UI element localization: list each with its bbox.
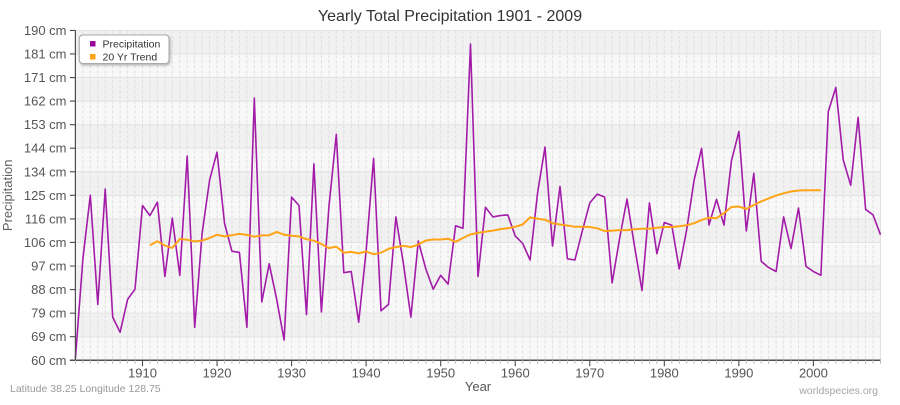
svg-text:1990: 1990 (724, 366, 753, 381)
svg-text:1940: 1940 (352, 366, 381, 381)
svg-text:88 cm: 88 cm (31, 282, 66, 297)
svg-text:1930: 1930 (277, 366, 306, 381)
svg-text:1970: 1970 (575, 366, 604, 381)
svg-text:20 Yr Trend: 20 Yr Trend (103, 52, 158, 64)
svg-text:Precipitation: Precipitation (0, 160, 15, 232)
svg-text:60 cm: 60 cm (31, 353, 66, 368)
svg-text:97 cm: 97 cm (31, 259, 66, 274)
svg-text:69 cm: 69 cm (31, 329, 66, 344)
svg-text:1950: 1950 (426, 366, 455, 381)
svg-text:Precipitation: Precipitation (103, 39, 161, 51)
svg-text:Year: Year (465, 379, 492, 394)
svg-text:1910: 1910 (128, 366, 157, 381)
svg-text:1920: 1920 (203, 366, 232, 381)
svg-text:79 cm: 79 cm (31, 306, 66, 321)
svg-text:171 cm: 171 cm (24, 70, 67, 85)
svg-text:190 cm: 190 cm (24, 23, 67, 38)
svg-text:181 cm: 181 cm (24, 46, 67, 61)
svg-text:Latitude 38.25 Longitude 128.7: Latitude 38.25 Longitude 128.75 (10, 383, 161, 395)
svg-text:1980: 1980 (650, 366, 679, 381)
svg-text:2000: 2000 (799, 366, 828, 381)
svg-text:162 cm: 162 cm (24, 94, 67, 109)
svg-text:144 cm: 144 cm (24, 141, 67, 156)
svg-text:134 cm: 134 cm (24, 164, 67, 179)
svg-text:1960: 1960 (501, 366, 530, 381)
svg-text:106 cm: 106 cm (24, 235, 67, 250)
svg-text:Yearly Total Precipitation 190: Yearly Total Precipitation 1901 - 2009 (318, 8, 582, 25)
svg-text:125 cm: 125 cm (24, 188, 67, 203)
svg-text:worldspecies.org: worldspecies.org (798, 385, 878, 397)
svg-text:153 cm: 153 cm (24, 117, 67, 132)
svg-text:116 cm: 116 cm (25, 211, 67, 226)
